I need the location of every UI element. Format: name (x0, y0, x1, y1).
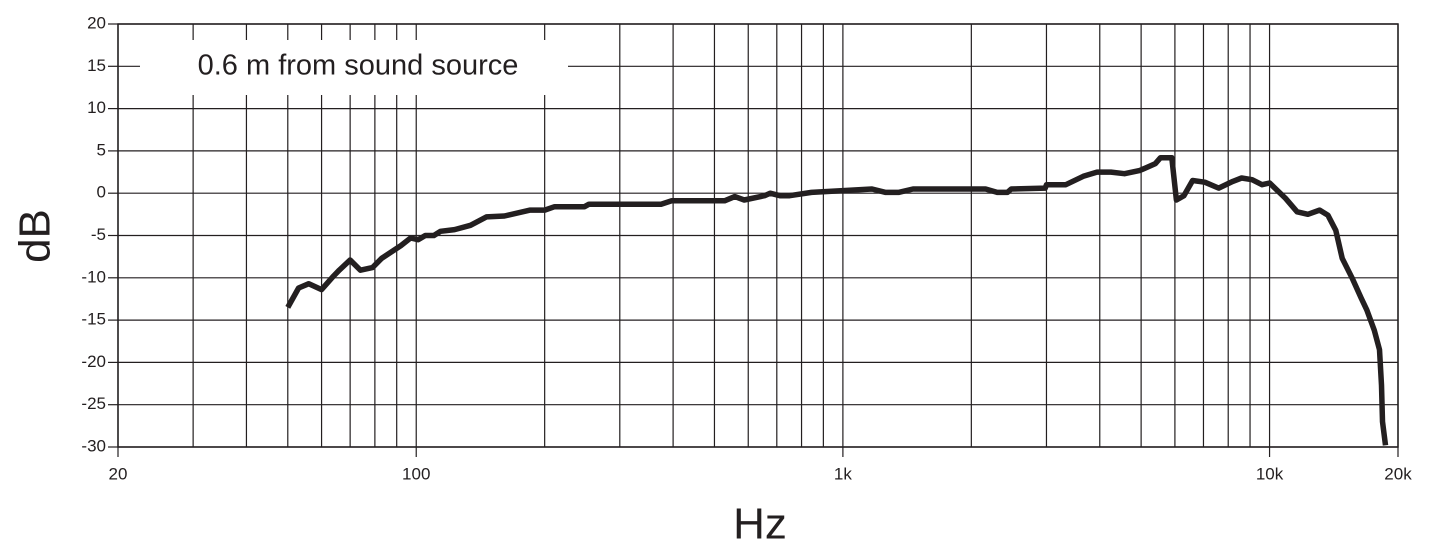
y-tick-label: 0 (97, 183, 106, 202)
x-tick-label: 100 (402, 464, 430, 483)
y-tick-label: 20 (87, 13, 106, 32)
y-tick-label: -15 (81, 310, 106, 329)
response-curve (285, 154, 1389, 446)
y-tick-label: 10 (87, 98, 106, 117)
annotation: 0.6 m from sound source (198, 50, 519, 82)
x-axis-label: Hz (733, 500, 787, 549)
y-tick-label: 5 (97, 140, 106, 159)
y-tick-label: -30 (81, 436, 106, 455)
y-tick-label: -20 (81, 352, 106, 371)
y-tick-label: -10 (81, 267, 106, 286)
x-tick-label: 20k (1384, 464, 1412, 483)
y-tick-label: -25 (81, 394, 106, 413)
x-tick-label: 20 (109, 464, 128, 483)
y-axis-label: dB (11, 209, 60, 263)
x-tick-label: 10k (1256, 464, 1284, 483)
x-tick-label: 1k (834, 464, 852, 483)
plot-frame (117, 23, 1399, 448)
annotation-box (140, 40, 568, 95)
y-tick-label: -5 (91, 225, 106, 244)
y-tick-label: 15 (87, 56, 106, 75)
